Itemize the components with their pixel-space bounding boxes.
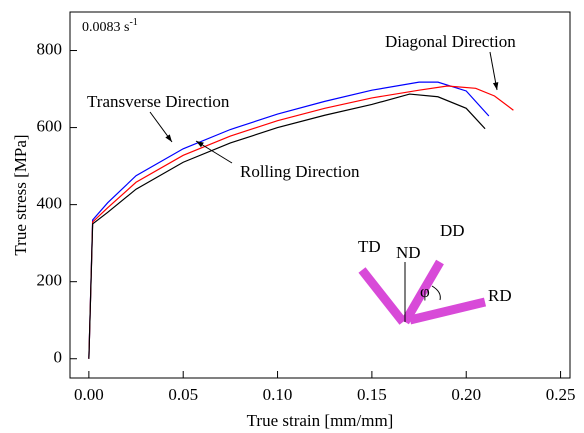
- series-label: Diagonal Direction: [385, 32, 516, 51]
- series-label: Rolling Direction: [240, 162, 360, 181]
- arrow-head: [493, 82, 498, 90]
- inset-label: DD: [440, 221, 465, 240]
- x-tick-label: 0.05: [168, 385, 198, 404]
- annotation-text: 0.0083 s: [82, 20, 129, 35]
- inset-label: RD: [488, 286, 512, 305]
- inset-label: TD: [358, 237, 381, 256]
- y-tick-label: 200: [37, 271, 63, 290]
- x-tick-label: 0.10: [263, 385, 293, 404]
- x-tick-label: 0.15: [357, 385, 387, 404]
- chart: 0.0083 s-1 True strain [mm/mm] True stre…: [0, 0, 584, 433]
- inset-label: φ: [420, 282, 430, 301]
- annotation: 0.0083 s-1: [82, 17, 138, 35]
- y-axis-label: True stress [MPa]: [11, 134, 30, 255]
- td-bar: [362, 270, 403, 322]
- x-tick-label: 0.20: [451, 385, 481, 404]
- y-tick-label: 400: [37, 194, 63, 213]
- y-tick-label: 0: [54, 348, 63, 367]
- x-axis-label: True strain [mm/mm]: [247, 411, 394, 430]
- rd-bar: [410, 302, 485, 320]
- x-tick-label: 0.00: [74, 385, 104, 404]
- y-tick-label: 800: [37, 39, 63, 58]
- series-label: Transverse Direction: [87, 92, 230, 111]
- annotation-superscript: -1: [129, 17, 137, 28]
- arrow-head: [196, 141, 204, 147]
- inset-label: ND: [396, 243, 421, 262]
- plot-frame: [70, 12, 570, 378]
- y-tick-label: 600: [37, 116, 63, 135]
- x-tick-label: 0.25: [546, 385, 576, 404]
- arrow-head: [165, 134, 172, 142]
- angle-arc: [432, 286, 440, 300]
